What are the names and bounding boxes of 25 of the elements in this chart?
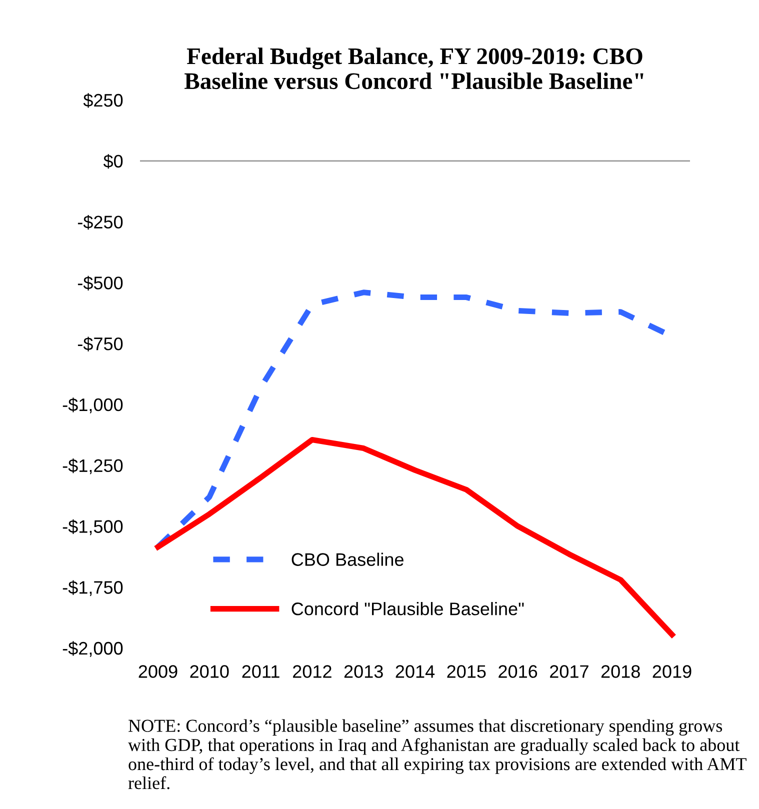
x-tick-label: 2018 [601,665,640,678]
x-tick-label: 2014 [396,665,435,678]
x-tick-label: 2012 [293,665,332,678]
x-tick-label: 2009 [138,665,178,678]
y-tick-label: -$1,500 [62,519,123,536]
y-tick-label: $0 [103,154,123,169]
y-tick-label: -$1,750 [62,580,123,596]
y-tick-label: -$500 [78,276,123,290]
y-tick-label: $250 [83,93,123,108]
y-tick-label: -$250 [78,214,123,230]
x-tick-label: 2017 [550,665,588,678]
x-tick-label: 2015 [447,665,486,678]
chart-title: Federal Budget Balance, FY 2009-2019: CBO Baseline versus Concord "Plausible Baseline" [184,48,644,90]
text: NOTE: Concord’s “plausible baseline” assumes that discretionary spending grows with GDP, that operations in Iraq and Afghanistan are gradually scaled back to about one-third of today’s level, and that all expiring tax provisions are extended with AMT relief. [128,719,746,790]
legend-label: Concord "Plausible Baseline" [292,602,524,616]
y-tick-label: -$750 [78,336,123,352]
y-tick-label: -$2,000 [62,641,123,657]
x-tick-label: 2011 [242,665,280,678]
x-tick-label: 2016 [498,665,538,678]
x-tick-label: 2010 [190,665,229,678]
x-tick-label: 2013 [344,665,383,678]
legend-label: CBO Baseline [292,552,404,566]
x-tick-label: 2019 [652,665,692,678]
y-tick-label: -$1,000 [62,398,123,414]
y-tick-label: -$1,250 [62,458,123,474]
